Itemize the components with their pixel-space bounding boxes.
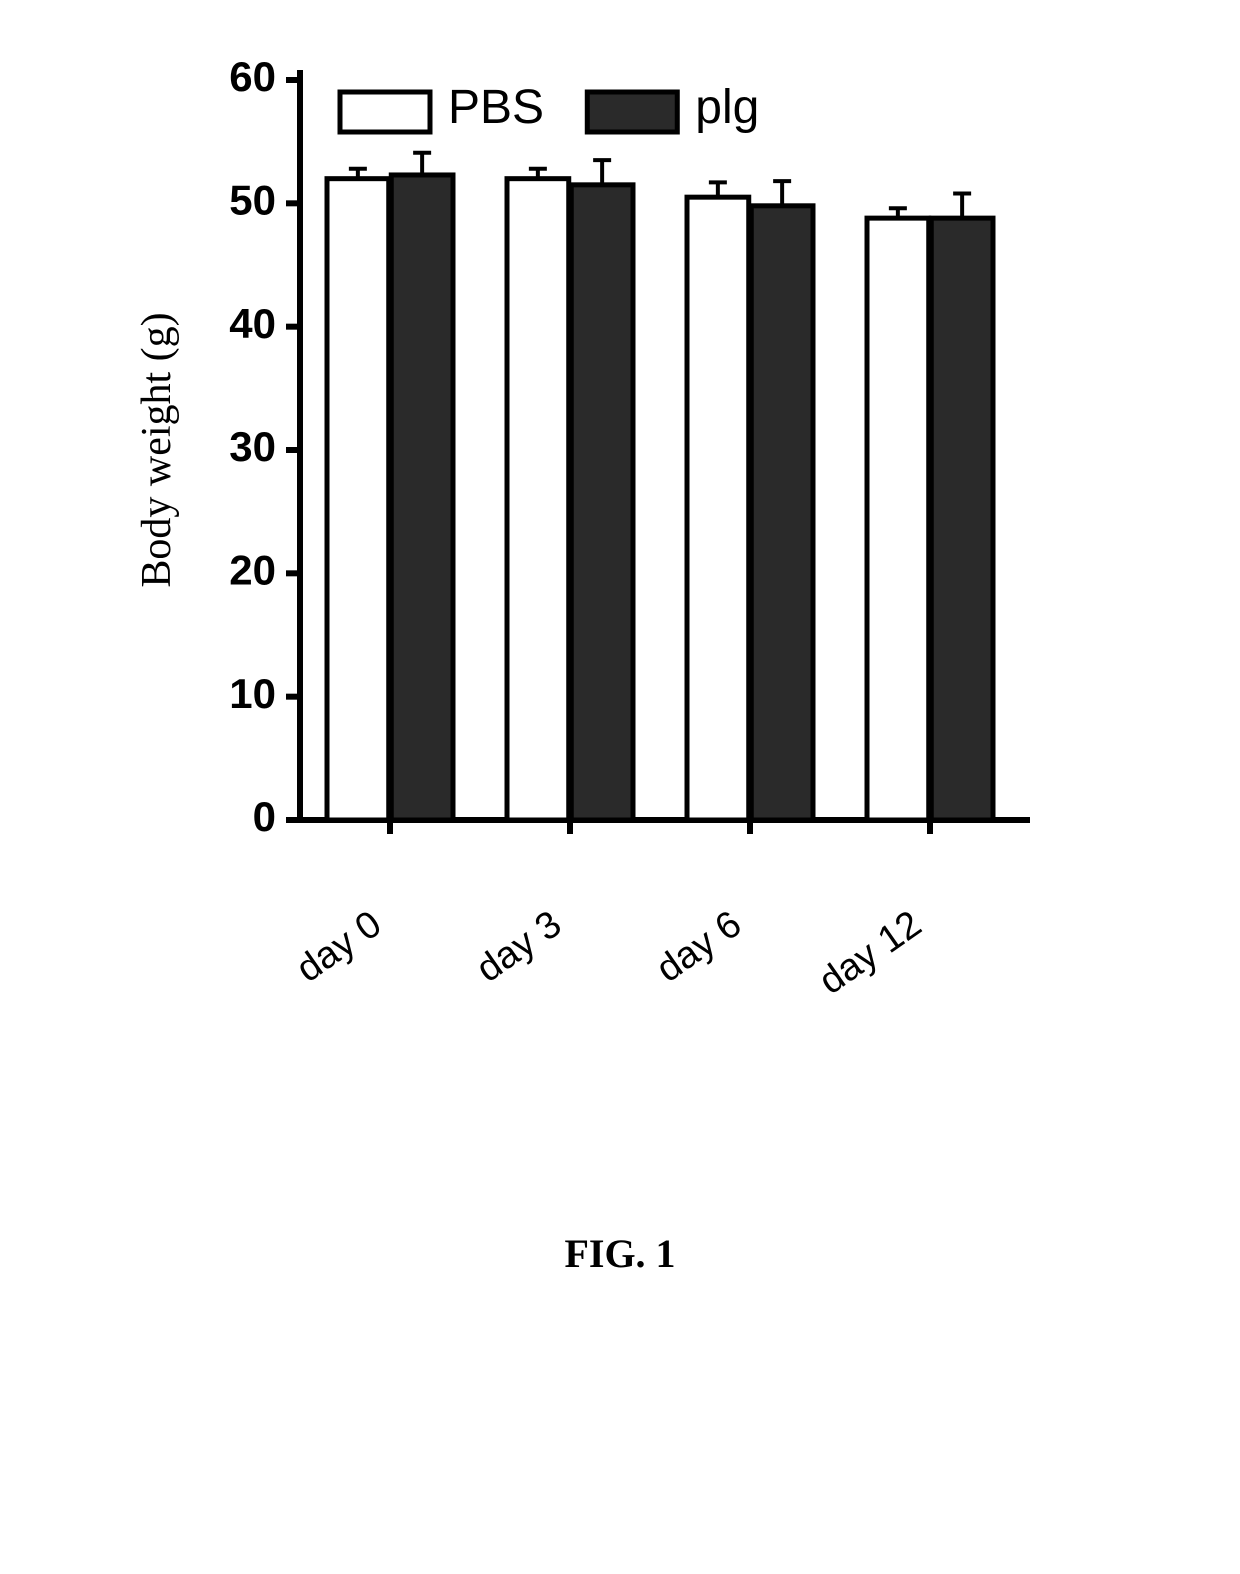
y-axis-label: Body weight (g): [140, 312, 180, 587]
legend-label-plg: plg: [695, 81, 759, 134]
bar-pbs: [687, 197, 749, 820]
x-category-label: day 3: [469, 903, 569, 991]
y-tick-label: 0: [253, 793, 276, 840]
x-category-label: day 12: [812, 903, 930, 1000]
bar-plg: [931, 218, 993, 820]
y-tick-label: 30: [229, 423, 276, 470]
y-tick-label: 60: [229, 53, 276, 100]
figure-caption: FIG. 1: [0, 1230, 1240, 1277]
y-tick-label: 10: [229, 670, 276, 717]
y-tick-label: 50: [229, 176, 276, 223]
page: 0 10 20 30 40 50 60 Body weight (g) day 0 day 3 da…: [0, 0, 1240, 1574]
bar-plg: [751, 206, 813, 820]
bar-plg: [391, 175, 453, 820]
legend-swatch-plg: [587, 92, 677, 132]
legend-swatch-pbs: [340, 92, 430, 132]
bar-pbs: [327, 179, 389, 820]
body-weight-chart: 0 10 20 30 40 50 60 Body weight (g) day 0 day 3 da…: [140, 40, 1060, 1000]
bar-plg: [571, 185, 633, 820]
y-tick-label: 40: [229, 300, 276, 347]
x-category-label: day 0: [289, 903, 389, 991]
chart-svg: 0 10 20 30 40 50 60 Body weight (g) day 0 day 3 da…: [140, 40, 1060, 1000]
bar-pbs: [867, 218, 929, 820]
legend-label-pbs: PBS: [448, 81, 544, 134]
x-category-label: day 6: [649, 903, 749, 991]
y-tick-label: 20: [229, 546, 276, 593]
bar-pbs: [507, 179, 569, 820]
